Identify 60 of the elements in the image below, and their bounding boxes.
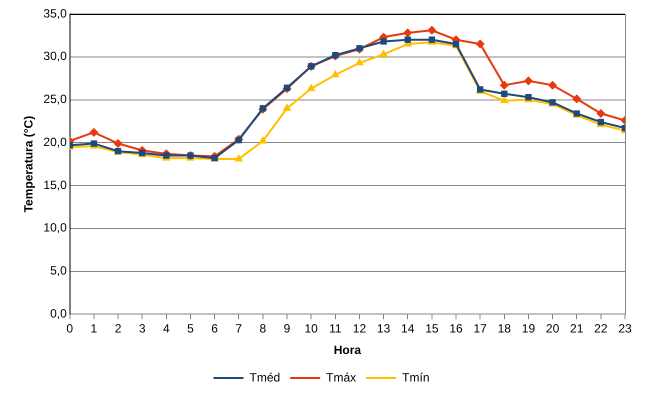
y-tick-label: 20,0 — [43, 134, 68, 149]
point — [476, 40, 485, 49]
point — [596, 108, 606, 118]
point — [355, 58, 364, 66]
point — [572, 94, 582, 104]
y-tick-label: 0,0 — [50, 306, 68, 321]
x-tick-label: 18 — [498, 322, 512, 336]
x-tick-label: 14 — [401, 322, 415, 336]
x-tick-label: 17 — [473, 322, 488, 336]
x-tick-label: 19 — [522, 322, 536, 336]
point — [403, 28, 412, 38]
y-tick-label: 35,0 — [43, 6, 68, 20]
x-tick-label: 8 — [260, 322, 267, 336]
x-tick-label: 7 — [235, 322, 242, 336]
x-tick-label: 10 — [304, 322, 318, 336]
x-tick-label: 12 — [352, 322, 366, 336]
point — [332, 52, 338, 58]
x-tick-label: 20 — [546, 322, 560, 336]
x-tick-label: 13 — [376, 322, 391, 336]
x-tick-label: 1 — [90, 322, 98, 336]
x-tick-label: 5 — [187, 322, 194, 336]
x-tick-label: 22 — [594, 322, 608, 336]
x-tick-label: 15 — [425, 322, 439, 336]
x-tick-label: 2 — [114, 322, 122, 336]
point — [114, 139, 123, 148]
x-tick-label: 9 — [284, 322, 291, 336]
point — [89, 128, 98, 137]
point — [330, 70, 340, 78]
y-axis-title: Temperatura (°C) — [22, 116, 36, 212]
x-tick-label: 4 — [162, 322, 170, 336]
point — [548, 80, 558, 90]
x-tick-label: 3 — [138, 322, 146, 336]
y-tick-label: 5,0 — [50, 264, 68, 278]
point — [404, 36, 411, 43]
point — [524, 76, 533, 86]
y-tick-label: 25,0 — [43, 92, 68, 106]
point — [379, 49, 388, 57]
x-tick-label: 16 — [449, 322, 464, 336]
x-tick-label: 11 — [329, 322, 342, 336]
y-tick-label: 15,0 — [43, 178, 68, 192]
x-tick-label: 21 — [570, 322, 584, 336]
legend-label: Tmáx — [326, 370, 356, 384]
point — [500, 80, 509, 90]
x-tick-label: 23 — [618, 322, 632, 336]
y-tick-label: 10,0 — [43, 220, 68, 235]
x-axis-title: Hora — [334, 343, 362, 358]
x-tick-label: 6 — [211, 322, 218, 336]
x-tick-label: 0 — [66, 322, 74, 336]
legend-label: Tméd — [249, 370, 280, 384]
y-tick-label: 30,0 — [43, 49, 68, 64]
point — [501, 90, 508, 97]
point — [306, 84, 316, 92]
point — [282, 103, 292, 111]
point — [356, 45, 363, 52]
legend-label: Tmín — [402, 370, 430, 384]
point — [258, 136, 268, 144]
point — [284, 84, 290, 91]
point — [427, 26, 436, 35]
point — [380, 38, 387, 45]
point — [234, 154, 244, 162]
